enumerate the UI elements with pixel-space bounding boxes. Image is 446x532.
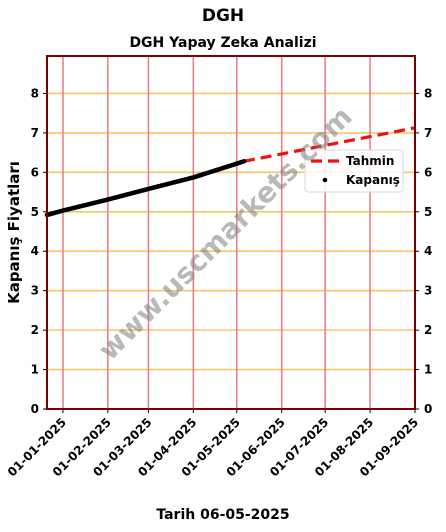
- watermark: www.uscmarkets.com: [92, 100, 359, 367]
- chart-title: DGH Yapay Zeka Analizi: [129, 35, 317, 51]
- ytick-label-left: 3: [31, 284, 39, 298]
- ytick-label-left: 1: [31, 363, 39, 377]
- ytick-label-left: 0: [31, 402, 39, 416]
- ytick-label-right: 2: [424, 323, 432, 337]
- ytick-label-left: 5: [31, 205, 39, 219]
- ytick-label-left: 2: [31, 323, 39, 337]
- legend-close-swatch: [322, 177, 328, 183]
- ytick-label-left: 7: [31, 126, 39, 140]
- legend-label: Tahmin: [346, 154, 394, 168]
- legend-label: Kapanış: [346, 173, 400, 187]
- ytick-label-left: 8: [31, 86, 39, 100]
- close-point: [241, 159, 247, 164]
- y-axis-label: Kapanış Fiyatları: [5, 161, 23, 304]
- ytick-label-right: 0: [424, 402, 432, 416]
- ytick-label-right: 3: [424, 284, 432, 298]
- ytick-label-right: 7: [424, 126, 432, 140]
- ytick-label-right: 1: [424, 363, 432, 377]
- forecast-line: [243, 126, 416, 163]
- page-title: DGH: [201, 6, 245, 26]
- ytick-label-right: 6: [424, 165, 432, 179]
- legend: Tahmin Kapanış: [304, 149, 404, 193]
- date-footer: Tarih 06-05-2025: [156, 507, 290, 523]
- axis-ticks: 0 01 12 23 34 45 56 67 78 801-01-202501-02-202501…: [5, 86, 432, 479]
- ytick-label-right: 8: [424, 86, 432, 100]
- ytick-label-left: 4: [31, 244, 39, 258]
- series-layer: [44, 126, 416, 218]
- ytick-label-right: 5: [424, 205, 432, 219]
- plot-frame: [46, 55, 416, 410]
- ytick-label-right: 4: [424, 244, 432, 258]
- ytick-label-left: 6: [31, 165, 39, 179]
